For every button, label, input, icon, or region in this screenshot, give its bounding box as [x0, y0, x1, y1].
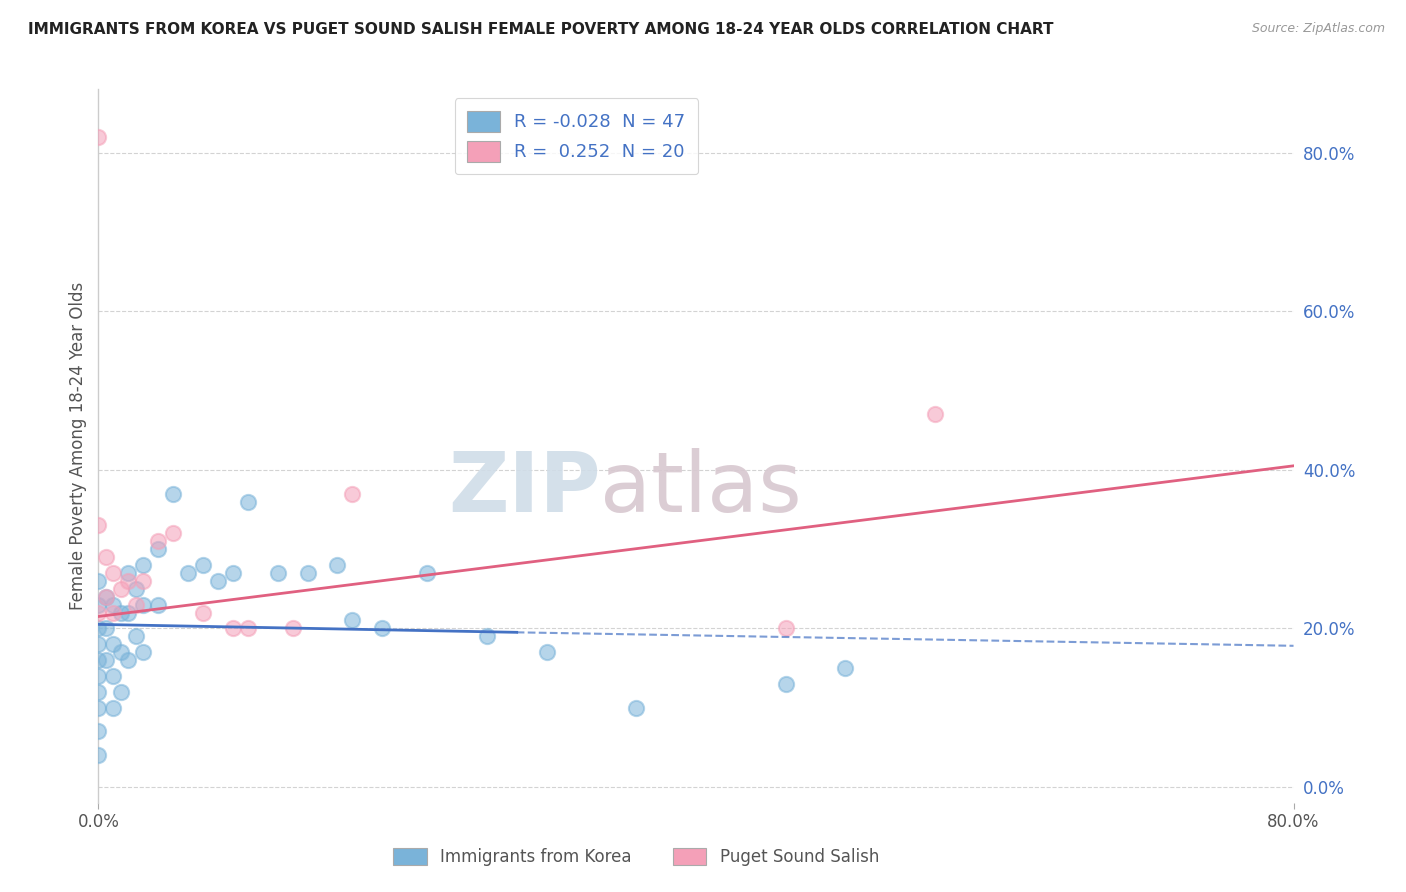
Point	[87, 637, 110, 651]
Point	[87, 669, 110, 683]
Text: atlas: atlas	[600, 449, 801, 529]
Point	[475, 629, 498, 643]
Point	[162, 526, 184, 541]
Legend: Immigrants from Korea, Puget Sound Salish: Immigrants from Korea, Puget Sound Salis…	[387, 841, 886, 873]
Point	[222, 566, 245, 580]
Point	[94, 653, 117, 667]
Point	[103, 598, 125, 612]
Point	[87, 518, 110, 533]
Point	[103, 566, 125, 580]
Point	[326, 558, 349, 572]
Point	[236, 621, 259, 635]
Point	[416, 566, 439, 580]
Point	[87, 621, 110, 635]
Point	[87, 700, 110, 714]
Point	[222, 621, 245, 635]
Point	[117, 653, 139, 667]
Point	[191, 558, 214, 572]
Point	[132, 558, 155, 572]
Point	[191, 606, 214, 620]
Point	[924, 407, 946, 421]
Point	[148, 534, 170, 549]
Point	[132, 645, 155, 659]
Point	[125, 582, 148, 596]
Point	[117, 574, 139, 588]
Point	[342, 486, 364, 500]
Point	[148, 542, 170, 557]
Point	[177, 566, 200, 580]
Point	[87, 653, 110, 667]
Text: ZIP: ZIP	[449, 449, 600, 529]
Point	[110, 685, 132, 699]
Point	[103, 700, 125, 714]
Point	[342, 614, 364, 628]
Point	[148, 598, 170, 612]
Point	[132, 574, 155, 588]
Point	[207, 574, 229, 588]
Point	[132, 598, 155, 612]
Point	[87, 606, 110, 620]
Point	[87, 574, 110, 588]
Text: Source: ZipAtlas.com: Source: ZipAtlas.com	[1251, 22, 1385, 36]
Point	[775, 677, 797, 691]
Point	[103, 669, 125, 683]
Point	[110, 606, 132, 620]
Point	[236, 494, 259, 508]
Point	[87, 724, 110, 739]
Point	[94, 590, 117, 604]
Point	[125, 629, 148, 643]
Point	[94, 621, 117, 635]
Point	[775, 621, 797, 635]
Point	[626, 700, 648, 714]
Point	[103, 637, 125, 651]
Point	[371, 621, 394, 635]
Point	[297, 566, 319, 580]
Point	[117, 606, 139, 620]
Point	[110, 645, 132, 659]
Point	[281, 621, 304, 635]
Point	[162, 486, 184, 500]
Point	[87, 685, 110, 699]
Point	[834, 661, 856, 675]
Point	[117, 566, 139, 580]
Point	[94, 590, 117, 604]
Point	[87, 748, 110, 763]
Point	[87, 598, 110, 612]
Point	[87, 129, 110, 144]
Point	[110, 582, 132, 596]
Point	[536, 645, 558, 659]
Point	[94, 549, 117, 564]
Point	[125, 598, 148, 612]
Y-axis label: Female Poverty Among 18-24 Year Olds: Female Poverty Among 18-24 Year Olds	[69, 282, 87, 610]
Point	[103, 606, 125, 620]
Text: IMMIGRANTS FROM KOREA VS PUGET SOUND SALISH FEMALE POVERTY AMONG 18-24 YEAR OLDS: IMMIGRANTS FROM KOREA VS PUGET SOUND SAL…	[28, 22, 1053, 37]
Point	[267, 566, 290, 580]
